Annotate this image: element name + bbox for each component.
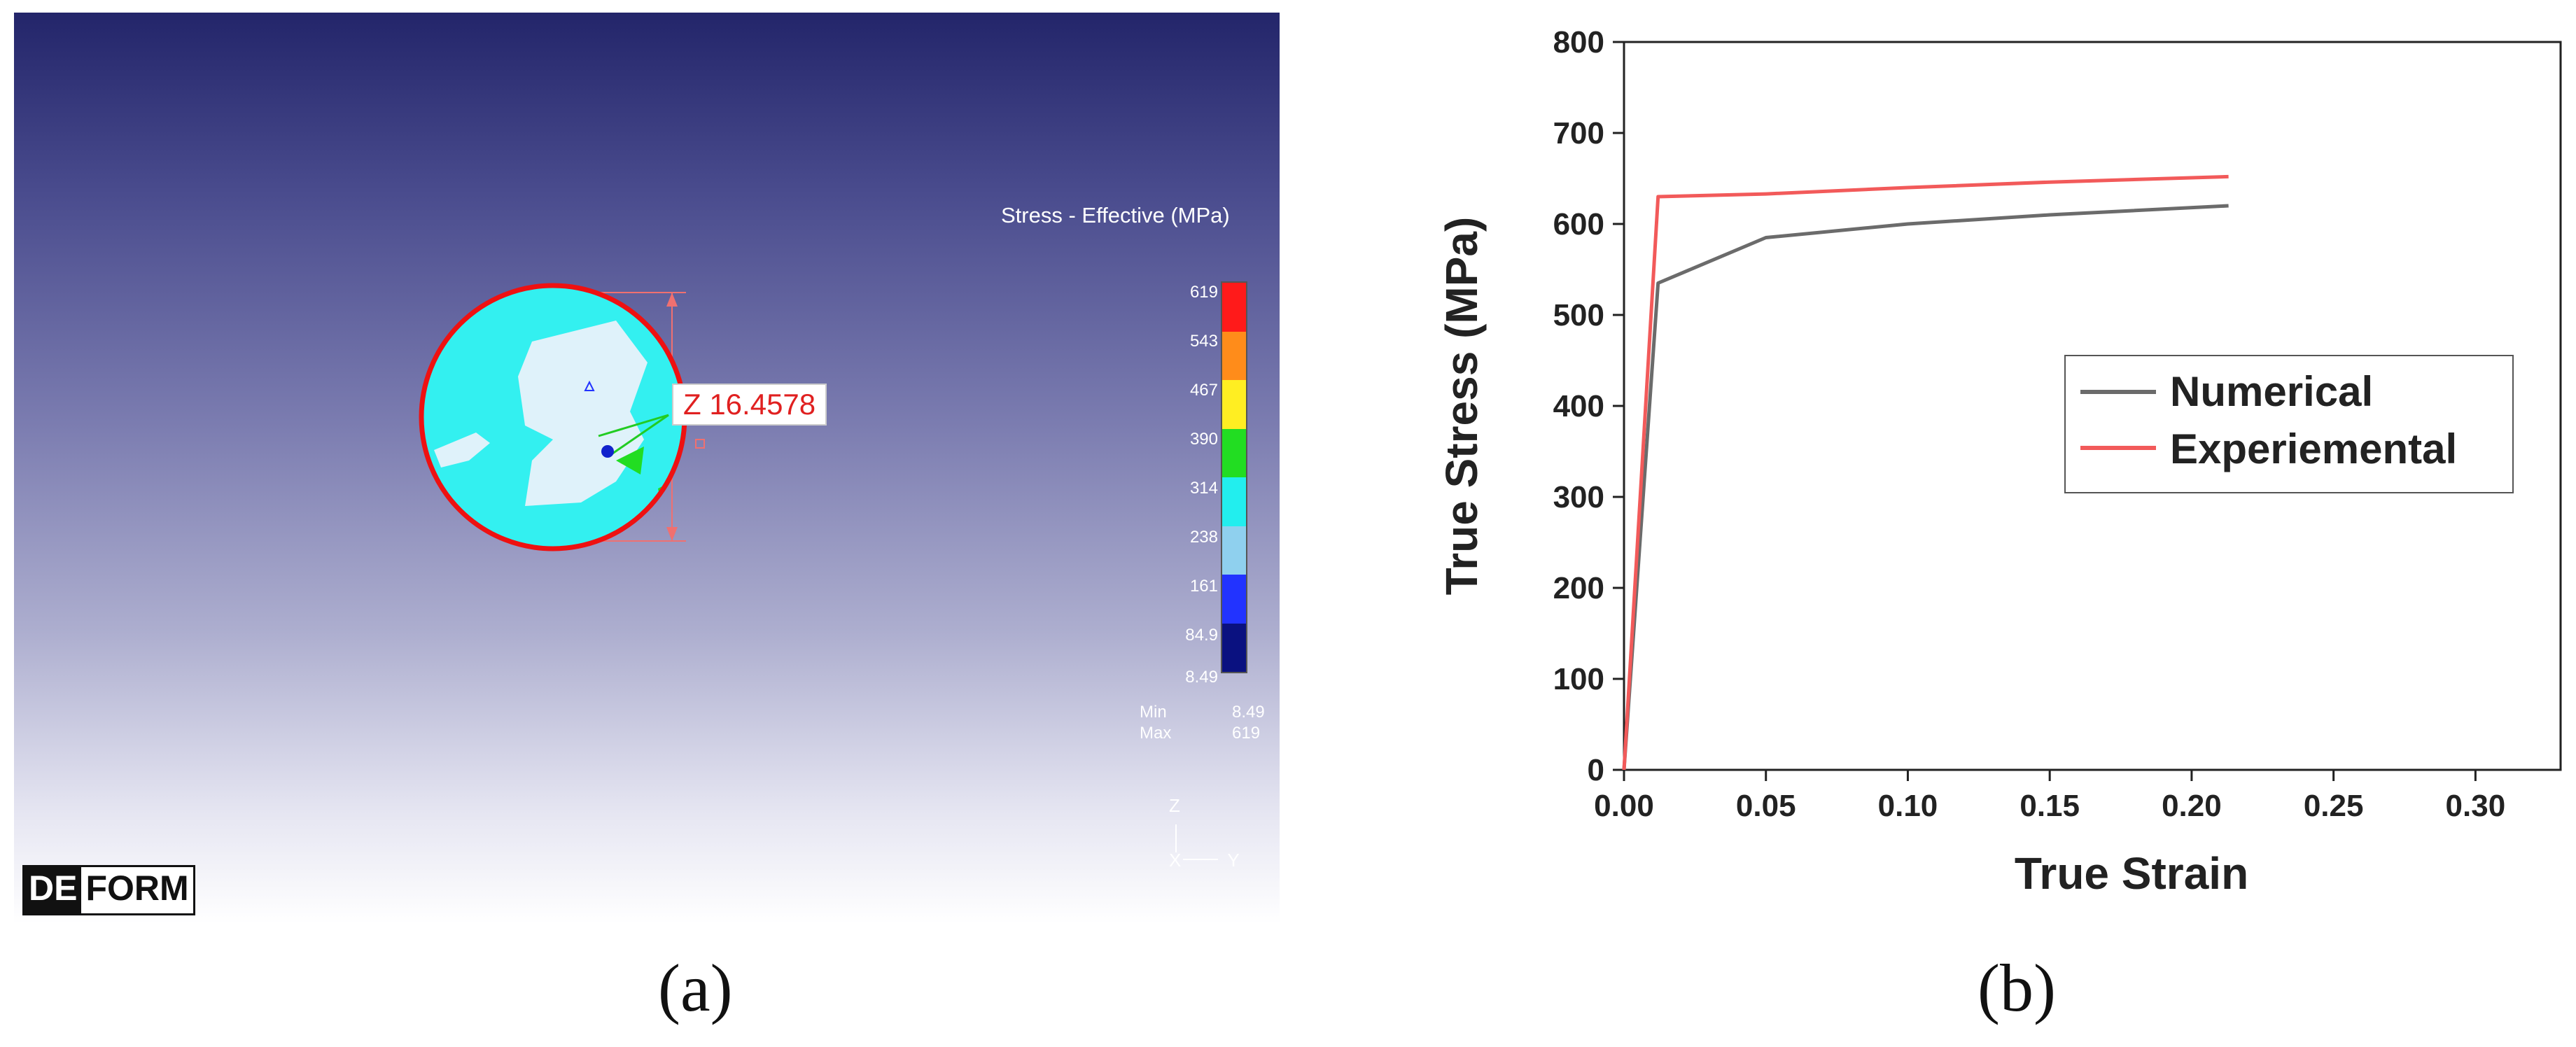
axis-xy-labels: X Y bbox=[1169, 850, 1240, 871]
y-tick-label: 500 bbox=[1553, 298, 1604, 332]
x-tick-label: 0.05 bbox=[1736, 789, 1796, 823]
y-tick-label: 400 bbox=[1553, 389, 1604, 423]
colorbar-segment bbox=[1222, 477, 1246, 526]
x-axis-title: True Strain bbox=[2015, 848, 2248, 899]
legend-label: 84.9 bbox=[1185, 626, 1218, 645]
colorbar-segment bbox=[1222, 623, 1246, 672]
legend-label: 161 bbox=[1189, 577, 1218, 596]
colorbar-segment bbox=[1222, 526, 1246, 575]
y-tick-label: 700 bbox=[1553, 116, 1604, 150]
logo-right: FORM bbox=[81, 867, 193, 913]
legend-label-numerical: Numerical bbox=[2170, 368, 2373, 415]
stress-strain-chart: 0.00 0.05 0.10 0.15 0.20 0.25 0.30 0 100 200 300 40… bbox=[1436, 25, 2562, 899]
x-tick-label: 0.25 bbox=[2304, 789, 2364, 823]
legend-label: 467 bbox=[1189, 381, 1218, 400]
x-tick-label: 0.20 bbox=[2162, 789, 2222, 823]
series-line-numerical bbox=[1622, 204, 2229, 771]
max-value: 619 bbox=[1232, 724, 1261, 743]
legend-colorbar bbox=[1221, 281, 1247, 673]
legend-label: 238 bbox=[1189, 528, 1218, 547]
axis-ticks: 0.00 0.05 0.10 0.15 0.20 0.25 0.30 0 100 200 300 40… bbox=[1553, 25, 2506, 823]
simulation-viewport: Z 16.4578 Stress - Effective (MPa) 619 5… bbox=[14, 13, 1280, 924]
x-tick-label: 0.15 bbox=[2019, 789, 2080, 823]
axis-y-label: Y bbox=[1227, 850, 1240, 871]
dimension-readout: Z 16.4578 bbox=[672, 384, 827, 426]
legend-label: 314 bbox=[1189, 479, 1218, 498]
y-tick-label: 600 bbox=[1553, 207, 1604, 241]
axis-triad-icon bbox=[1175, 824, 1218, 860]
max-label: Max bbox=[1140, 724, 1172, 743]
axis-x-label: X bbox=[1169, 850, 1182, 871]
legend-title: Stress - Effective (MPa) bbox=[1001, 203, 1230, 227]
x-tick-label: 0.10 bbox=[1878, 789, 1938, 823]
colorbar-segment bbox=[1222, 331, 1246, 380]
y-tick-label: 0 bbox=[1588, 753, 1604, 787]
y-tick-label: 800 bbox=[1553, 25, 1604, 59]
y-axis-title: True Stress (MPa) bbox=[1436, 217, 1487, 596]
colorbar-segment bbox=[1222, 575, 1246, 624]
series-lines bbox=[1622, 174, 2229, 771]
legend-label: 390 bbox=[1189, 430, 1218, 449]
x-tick-label: 0.30 bbox=[2446, 789, 2506, 823]
chart-legend: Numerical Experiemental bbox=[2064, 355, 2514, 493]
legend-label: 619 bbox=[1189, 283, 1218, 302]
y-tick-label: 100 bbox=[1553, 662, 1604, 696]
colorbar-segment bbox=[1222, 283, 1246, 332]
legend-label: 543 bbox=[1189, 332, 1218, 351]
deform-logo: DE FORM bbox=[22, 865, 195, 915]
min-value: 8.49 bbox=[1232, 703, 1265, 722]
logo-left: DE bbox=[24, 867, 82, 913]
y-tick-label: 200 bbox=[1553, 571, 1604, 605]
caption-a: (a) bbox=[658, 950, 733, 1025]
colorbar-segment bbox=[1222, 428, 1246, 477]
caption-b: (b) bbox=[1977, 950, 2056, 1025]
workpiece-view bbox=[419, 283, 1218, 860]
axis-z-label: Z bbox=[1169, 795, 1180, 816]
series-line-experiemental bbox=[1622, 174, 2229, 771]
colorbar-segment bbox=[1222, 380, 1246, 429]
legend-box bbox=[2064, 355, 2514, 493]
min-label: Min bbox=[1140, 703, 1167, 722]
x-tick-label: 0.00 bbox=[1594, 789, 1654, 823]
stress-contour-disc bbox=[419, 283, 687, 551]
y-tick-label: 300 bbox=[1553, 480, 1604, 514]
legend-label: 8.49 bbox=[1185, 668, 1218, 687]
legend-label-experiemental: Experiemental bbox=[2170, 426, 2457, 472]
